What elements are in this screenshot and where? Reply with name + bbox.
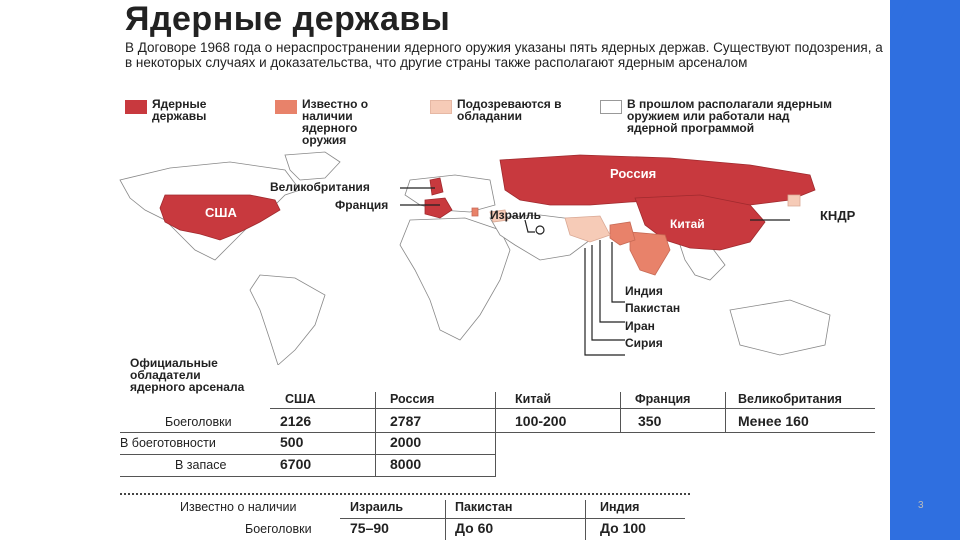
pakistan-region bbox=[609, 221, 636, 246]
column-header: США bbox=[285, 392, 316, 406]
world-map bbox=[119, 151, 831, 365]
column-header: Китай bbox=[515, 392, 552, 406]
legend-label: Подозреваются в обладании bbox=[457, 97, 562, 123]
map-label-north-korea: КНДР bbox=[820, 208, 856, 223]
table-separator bbox=[120, 493, 690, 495]
column-header: Израиль bbox=[350, 500, 404, 514]
table-divider bbox=[375, 392, 376, 477]
table-rule bbox=[340, 518, 685, 519]
table-cell: До 60 bbox=[455, 520, 494, 536]
table-cell: 2787 bbox=[390, 413, 422, 429]
legend-swatch bbox=[600, 100, 622, 114]
table-cell: 350 bbox=[638, 413, 662, 429]
table-cell: 8000 bbox=[390, 456, 422, 472]
legend: Ядерные державы Известно о наличии ядерн… bbox=[125, 98, 885, 152]
map-label-india: Индия bbox=[625, 284, 663, 298]
page-number: 3 bbox=[918, 500, 924, 511]
page-title: Ядерные державы bbox=[125, 0, 451, 38]
row-label: В запасе bbox=[175, 458, 227, 472]
table-cell: 100-200 bbox=[515, 413, 567, 429]
known-table-heading: Известно о наличии bbox=[180, 500, 297, 514]
column-header: Великобритания bbox=[738, 392, 842, 406]
table-cell: До 100 bbox=[600, 520, 646, 536]
legend-swatch bbox=[430, 100, 452, 114]
column-header: Пакистан bbox=[455, 500, 513, 514]
table-divider bbox=[585, 500, 586, 540]
map-label-israel: Израиль bbox=[490, 208, 541, 222]
table-rule bbox=[120, 432, 875, 433]
row-label: Боеголовки bbox=[165, 415, 232, 429]
row-label: Боеголовки bbox=[245, 522, 312, 536]
table-rule bbox=[120, 454, 495, 455]
legend-label: В прошлом располагали ядерным оружием ил… bbox=[627, 97, 833, 135]
greenland-shape bbox=[284, 151, 341, 181]
table-divider bbox=[495, 392, 496, 477]
china-region bbox=[634, 194, 766, 251]
legend-label: Ядерные державы bbox=[152, 97, 207, 123]
usa-region bbox=[159, 194, 281, 241]
table-divider bbox=[725, 392, 726, 432]
table-cell: 2000 bbox=[390, 434, 422, 450]
africa-shape bbox=[399, 217, 511, 341]
column-header: Франция bbox=[635, 392, 691, 406]
middle-east-shape bbox=[489, 214, 591, 261]
north-korea-region bbox=[787, 194, 801, 207]
table-cell: 75–90 bbox=[350, 520, 389, 536]
iran-region bbox=[564, 215, 611, 243]
subtitle: В Договоре 1968 года о нераспространении… bbox=[125, 40, 883, 70]
table-rule bbox=[270, 408, 875, 409]
legend-swatch bbox=[125, 100, 147, 114]
south-america-shape bbox=[249, 274, 326, 365]
map-label-china: Китай bbox=[670, 217, 705, 231]
row-label: В боеготовности bbox=[120, 436, 216, 450]
table-cell: Менее 160 bbox=[738, 413, 809, 429]
legend-swatch bbox=[275, 100, 297, 114]
decorative-corner-shape bbox=[880, 0, 960, 540]
map-label-russia: Россия bbox=[610, 166, 657, 181]
syria-region bbox=[489, 209, 509, 223]
table-divider bbox=[445, 500, 446, 540]
official-table-heading: Официальные обладатели ядерного арсенала bbox=[130, 356, 245, 394]
israel-region bbox=[471, 207, 479, 217]
table-cell: 500 bbox=[280, 434, 304, 450]
column-header: Россия bbox=[390, 392, 435, 406]
map-label-france: Франция bbox=[335, 198, 389, 212]
map-label-usa: США bbox=[205, 205, 237, 220]
legend-label: Известно о наличии ядерного оружия bbox=[302, 97, 369, 147]
uk-region bbox=[429, 177, 444, 196]
table-divider bbox=[620, 392, 621, 432]
france-region bbox=[424, 197, 453, 219]
map-label-uk: Великобритания bbox=[270, 180, 370, 194]
australia-shape bbox=[729, 299, 831, 356]
map-label-pakistan: Пакистан bbox=[625, 301, 681, 315]
table-rule bbox=[120, 476, 495, 477]
slide: Ядерные державы В Договоре 1968 года о н… bbox=[110, 0, 890, 540]
india-region bbox=[629, 231, 671, 276]
map-label-syria: Сирия bbox=[625, 336, 663, 350]
map-label-iran: Иран bbox=[625, 319, 655, 333]
table-cell: 2126 bbox=[280, 413, 312, 429]
table-cell: 6700 bbox=[280, 456, 312, 472]
column-header: Индия bbox=[600, 500, 640, 514]
